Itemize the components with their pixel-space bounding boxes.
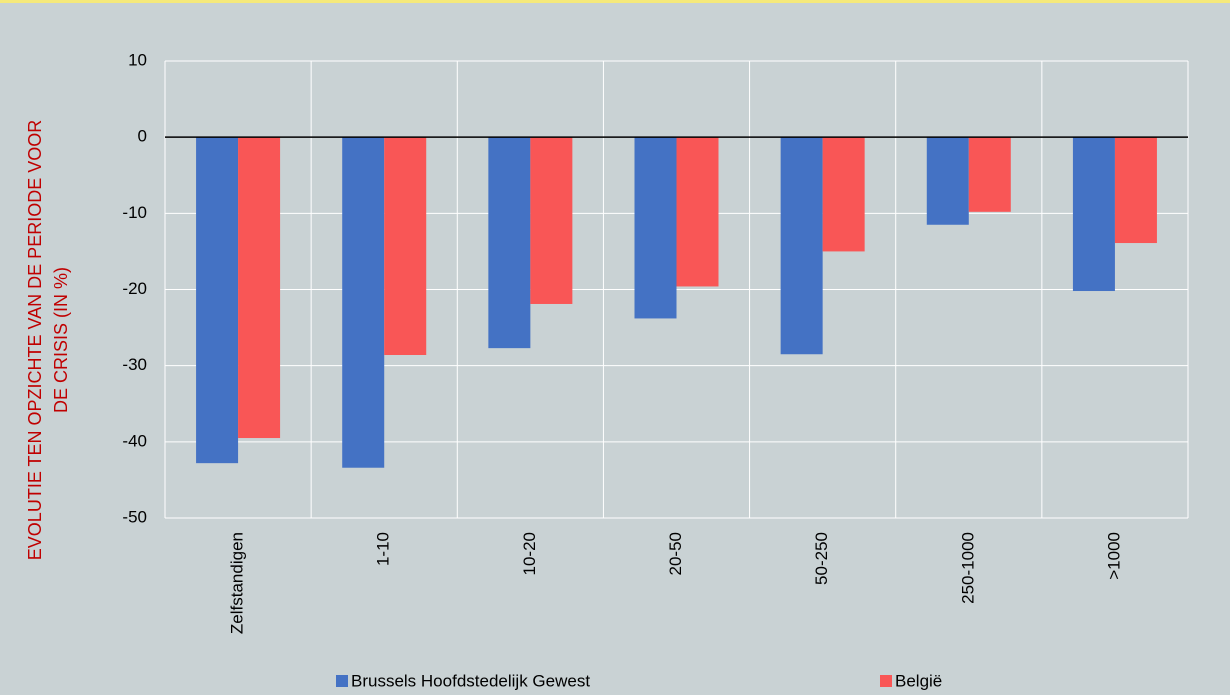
y-axis-label: EVOLUTIE TEN OPZICHTE VAN DE PERIODE VOO… xyxy=(25,120,45,560)
bar xyxy=(384,137,427,356)
x-tick-label: >1000 xyxy=(1104,532,1123,580)
x-tick-label: 10-20 xyxy=(520,532,539,575)
y-tick-label: 10 xyxy=(128,50,147,69)
top-border xyxy=(0,0,1230,3)
y-tick-label: -50 xyxy=(122,507,147,526)
bar xyxy=(926,137,969,225)
y-tick-label: -10 xyxy=(122,203,147,222)
y-tick-label: -40 xyxy=(122,431,147,450)
bar xyxy=(780,137,823,355)
bar xyxy=(1072,137,1115,292)
x-tick-label: 1-10 xyxy=(374,532,393,566)
bar xyxy=(238,137,281,439)
bar xyxy=(530,137,573,304)
x-tick-label: Zelfstandigen xyxy=(228,532,247,634)
bar xyxy=(1114,137,1157,244)
bar xyxy=(196,137,239,464)
y-tick-label: 0 xyxy=(138,127,147,146)
x-tick-label: 50-250 xyxy=(812,532,831,585)
bar xyxy=(676,137,719,287)
bar xyxy=(488,137,531,349)
legend-label: Brussels Hoofdstedelijk Gewest xyxy=(351,671,590,690)
bar xyxy=(634,137,677,319)
legend-swatch xyxy=(336,675,348,687)
x-tick-label: 250-1000 xyxy=(958,532,977,604)
legend-swatch xyxy=(880,675,892,687)
legend-label: België xyxy=(895,671,942,690)
y-tick-label: -20 xyxy=(122,279,147,298)
x-tick-label: 20-50 xyxy=(666,532,685,575)
bar xyxy=(822,137,865,252)
bar xyxy=(968,137,1011,212)
y-tick-label: -30 xyxy=(122,355,147,374)
bar xyxy=(342,137,385,468)
y-axis-label: DE CRISIS (IN %) xyxy=(51,267,71,413)
